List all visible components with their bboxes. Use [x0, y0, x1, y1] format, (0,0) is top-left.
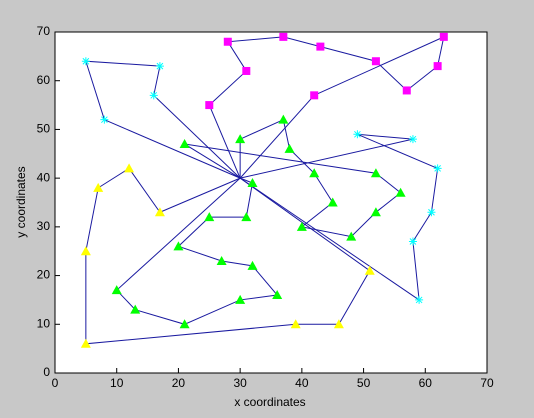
star-marker [100, 115, 109, 124]
plot-area [54, 31, 488, 374]
triangle-marker [241, 212, 252, 222]
triangle-marker [80, 246, 91, 256]
depot-link [208, 104, 241, 179]
x-tick-label: 20 [172, 376, 186, 390]
depot-link [116, 177, 241, 291]
star-marker [155, 62, 164, 71]
triangle-marker [93, 182, 104, 192]
triangle-marker [179, 319, 190, 329]
triangle-marker [235, 134, 246, 144]
square-marker [433, 62, 442, 71]
x-tick-label: 0 [52, 376, 59, 390]
triangle-marker [327, 197, 338, 207]
square-marker [439, 32, 448, 41]
y-axis-label: y coordinates [14, 166, 28, 237]
y-tick-label: 10 [37, 316, 51, 330]
y-tick-label: 30 [37, 219, 51, 233]
depot-link [104, 119, 241, 179]
triangle-marker [247, 178, 258, 188]
star-marker [415, 295, 424, 304]
triangle-marker [278, 114, 289, 124]
x-tick-label: 40 [295, 376, 309, 390]
x-tick-label: 50 [357, 376, 371, 390]
triangle-marker [309, 168, 320, 178]
triangle-marker [130, 304, 141, 314]
triangle-marker [173, 241, 184, 251]
y-tick-label: 40 [37, 170, 51, 184]
star-marker [433, 164, 442, 173]
triangle-marker [124, 163, 135, 173]
square-marker [310, 91, 319, 100]
depot-link [159, 177, 241, 213]
triangle-marker [272, 290, 283, 300]
triangle-marker [247, 260, 258, 270]
star-marker [408, 135, 417, 144]
triangle-marker [346, 231, 357, 241]
triangle-marker [216, 255, 227, 265]
triangle-marker [80, 338, 91, 348]
triangle-marker [179, 139, 190, 149]
route-line [85, 60, 161, 120]
star-marker [408, 237, 417, 246]
triangle-marker [111, 285, 122, 295]
triangle-marker [296, 221, 307, 231]
y-tick-label: 20 [37, 268, 51, 282]
depot-link [184, 143, 241, 179]
square-marker [402, 86, 411, 95]
route-line [357, 133, 439, 300]
depot-link [239, 177, 420, 301]
depot-link [153, 94, 241, 179]
route-line [208, 36, 445, 106]
triangle-marker [395, 187, 406, 197]
triangle-marker [235, 294, 246, 304]
triangle-marker [290, 319, 301, 329]
triangle-marker [284, 143, 295, 153]
square-marker [242, 66, 251, 75]
triangle-marker [370, 168, 381, 178]
x-axis-label: x coordinates [234, 395, 305, 409]
square-marker [279, 32, 288, 41]
x-tick-label: 70 [480, 376, 494, 390]
star-marker [353, 130, 362, 139]
star-marker [149, 91, 158, 100]
triangle-marker [204, 212, 215, 222]
square-marker [223, 37, 232, 46]
star-marker [81, 57, 90, 66]
y-tick-label: 0 [43, 365, 50, 379]
x-tick-label: 30 [233, 376, 247, 390]
y-tick-label: 60 [37, 73, 51, 87]
triangle-marker [154, 207, 165, 217]
depot-link [239, 94, 315, 179]
square-marker [205, 101, 214, 110]
square-marker [371, 57, 380, 66]
route-line [85, 167, 371, 345]
x-tick-label: 10 [110, 376, 124, 390]
triangle-marker [370, 207, 381, 217]
triangle-marker [364, 265, 375, 275]
triangle-marker [333, 319, 344, 329]
y-tick-label: 70 [37, 24, 51, 38]
square-marker [316, 42, 325, 51]
y-tick-label: 50 [37, 122, 51, 136]
star-marker [427, 208, 436, 217]
x-tick-label: 60 [419, 376, 433, 390]
